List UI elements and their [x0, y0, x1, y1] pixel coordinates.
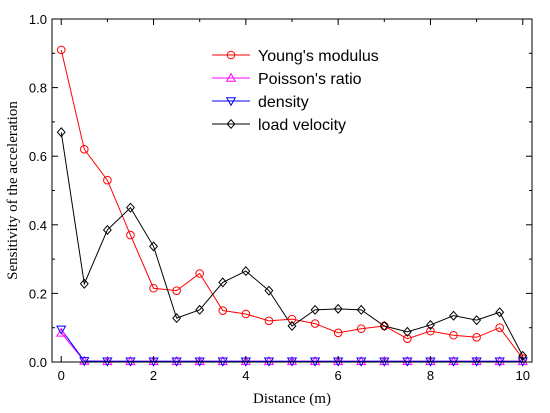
- axis-ticks: [52, 18, 532, 363]
- legend-marker-poisson-s-ratio: [225, 72, 237, 82]
- legend-label-young-s-modulus: Young's modulus: [258, 48, 379, 65]
- series-line-load-velocity: [60, 132, 524, 357]
- x-tick-label: 0: [58, 368, 65, 383]
- data-point-young-s-modulus: [310, 319, 320, 328]
- data-point-load-velocity: [356, 304, 366, 315]
- data-point-young-s-modulus: [333, 328, 343, 338]
- data-point-young-s-modulus: [126, 230, 135, 240]
- data-point-load-velocity: [195, 304, 205, 315]
- data-point-young-s-modulus: [80, 145, 89, 154]
- data-point-young-s-modulus: [449, 330, 458, 340]
- data-point-load-velocity: [333, 303, 343, 314]
- data-point-load-velocity: [379, 320, 389, 332]
- data-point-load-velocity: [310, 304, 320, 315]
- data-point-density: [79, 357, 90, 367]
- x-tick-label: 8: [427, 368, 434, 383]
- data-point-young-s-modulus: [403, 334, 412, 343]
- y-tick-label: 0.2: [29, 286, 47, 301]
- data-point-load-velocity: [149, 241, 159, 252]
- data-point-load-velocity: [125, 202, 135, 213]
- data-point-load-velocity: [264, 285, 274, 296]
- data-point-load-velocity: [79, 278, 89, 289]
- data-point-young-s-modulus: [495, 323, 504, 333]
- data-point-young-s-modulus: [356, 324, 366, 334]
- data-point-young-s-modulus: [149, 283, 158, 293]
- x-axis-title: Distance (m): [253, 391, 331, 407]
- legend-label-density: density: [258, 94, 309, 111]
- data-point-load-velocity: [472, 315, 482, 326]
- data-point-load-velocity: [218, 277, 228, 288]
- series-line-young-s-modulus: [60, 49, 524, 359]
- data-point-young-s-modulus: [218, 306, 228, 315]
- legend-label-poisson-s-ratio: Poisson's ratio: [258, 71, 362, 88]
- x-tick-label: 10: [516, 368, 530, 383]
- data-point-load-velocity: [449, 310, 459, 321]
- data-point-load-velocity: [287, 320, 297, 332]
- y-tick-label: 0.4: [29, 218, 47, 233]
- data-point-young-s-modulus: [426, 326, 435, 336]
- data-point-load-velocity: [495, 307, 505, 318]
- data-point-young-s-modulus: [195, 269, 204, 278]
- y-tick-label: 0.6: [29, 149, 47, 164]
- data-point-young-s-modulus: [472, 333, 481, 342]
- data-point-load-velocity: [172, 313, 182, 324]
- data-point-poisson-s-ratio: [56, 327, 67, 337]
- legend-marker-load-velocity: [226, 118, 236, 130]
- x-tick-label: 4: [242, 368, 249, 383]
- data-point-load-velocity: [402, 326, 412, 337]
- legend-label-load-velocity: load velocity: [258, 117, 346, 134]
- y-axis-title: Sensitivity of the acceleration: [5, 101, 21, 280]
- data-point-young-s-modulus: [241, 309, 251, 319]
- data-point-load-velocity: [241, 266, 251, 277]
- x-tick-label: 6: [335, 368, 342, 383]
- x-tick-label: 2: [150, 368, 157, 383]
- legend-marker-density: [225, 97, 237, 107]
- y-tick-label: 0.0: [29, 355, 47, 370]
- data-point-young-s-modulus: [264, 316, 274, 326]
- data-point-load-velocity: [56, 127, 66, 138]
- legend-marker-young-s-modulus: [226, 50, 236, 60]
- data-point-young-s-modulus: [287, 314, 297, 324]
- y-tick-label: 1.0: [29, 12, 47, 27]
- data-point-load-velocity: [425, 319, 435, 331]
- data-point-young-s-modulus: [103, 175, 112, 185]
- data-point-young-s-modulus: [172, 286, 181, 295]
- y-tick-label: 0.8: [29, 81, 47, 96]
- legend: Young's modulus Poisson's ratio density loa…: [212, 48, 379, 134]
- axis-tick-labels: 0 2 4 6 8 10 0.0 0.2 0.4 0.6 0.8 1.0: [29, 12, 530, 383]
- data-point-load-velocity: [102, 224, 112, 236]
- data-point-density: [56, 325, 67, 335]
- data-point-young-s-modulus: [56, 45, 66, 55]
